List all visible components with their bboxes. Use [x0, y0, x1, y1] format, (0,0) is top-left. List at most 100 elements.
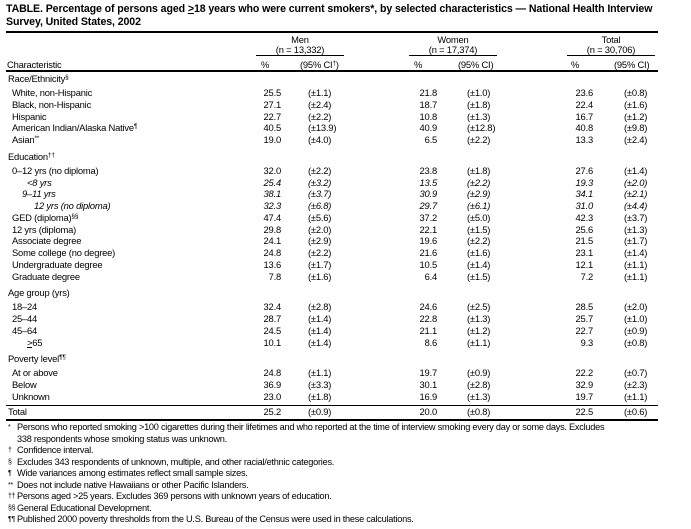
- table-row: Undergraduate degree 13.6 (±1.7) 10.5 (±1.4)…: [0, 259, 691, 270]
- women-ci: (±1.3): [467, 390, 491, 402]
- women-ci: (±1.0): [467, 87, 491, 98]
- row-label: Unknown: [12, 391, 50, 402]
- ci-close: ): [335, 59, 339, 70]
- total-underline: [567, 55, 655, 56]
- women-percent: 22.8: [419, 313, 438, 324]
- total-percent: 22.2: [575, 367, 594, 379]
- women-ci-header: (95% CI): [458, 59, 494, 70]
- row-label: Graduate degree: [12, 271, 80, 282]
- men-percent: 29.8: [263, 223, 282, 235]
- characteristic-header: Characteristic: [7, 59, 62, 70]
- men-ci: (±3.3): [308, 379, 332, 390]
- total-percent: 25.7: [575, 313, 594, 324]
- men-ci: (±3.7): [308, 188, 332, 200]
- total-percent: 27.6: [575, 164, 594, 176]
- men-percent: 38.1: [263, 188, 282, 200]
- total-percent: 22.4: [575, 98, 594, 110]
- footnote: § Excludes 343 respondents of unknown, mu…: [8, 457, 334, 468]
- total-percent: 32.9: [575, 379, 594, 390]
- footnote-mark: ¶¶: [8, 516, 16, 523]
- total-pct-header: %: [571, 59, 580, 70]
- men-ci: (±2.2): [308, 247, 332, 258]
- men-percent: 32.0: [263, 164, 282, 176]
- men-ci: (±1.4): [308, 324, 332, 336]
- men-percent: 24.1: [263, 235, 282, 247]
- total-ci: (±4.4): [624, 200, 648, 211]
- men-pct-header: %: [261, 59, 270, 70]
- total-percent: 7.2: [580, 270, 594, 282]
- men-ci: (±4.0): [308, 134, 332, 145]
- women-percent: 20.0: [419, 405, 438, 417]
- table-row: White, non-Hispanic 25.5 (±1.1) 21.8 (±1.0) 2…: [0, 87, 691, 98]
- men-percent: 24.8: [263, 367, 282, 379]
- men-ci: (±2.2): [308, 164, 332, 176]
- women-ci: (±1.5): [467, 223, 491, 235]
- table-title: TABLE. Percentage of persons aged >18 ye…: [6, 3, 688, 28]
- footnote-mark: †: [8, 447, 12, 454]
- row-label-text: Age group (yrs): [8, 287, 70, 299]
- men-percent: 24.5: [263, 324, 282, 336]
- women-percent: 37.2: [419, 211, 438, 223]
- women-ci: (±2.9): [467, 188, 491, 200]
- table-row: Below 36.9 (±3.3) 30.1 (±2.8) 32.9 (±2.3): [0, 379, 691, 390]
- row-label-text: <8 yrs: [27, 176, 52, 188]
- row-label-text: 0–12 yrs (no diploma): [12, 164, 99, 176]
- row-label: Total: [8, 406, 27, 417]
- men-ci: (±1.1): [308, 367, 332, 379]
- row-label: Below: [12, 379, 37, 390]
- total-percent: 13.3: [575, 134, 594, 145]
- women-percent: 19.6: [419, 235, 438, 247]
- women-ci: (±12.8): [467, 122, 496, 134]
- table-row: 0–12 yrs (no diploma) 32.0 (±2.2) 23.8 (±1.8…: [0, 165, 691, 176]
- footnote: ¶¶ Published 2000 poverty thresholds from…: [8, 514, 414, 525]
- row-label-text: At or above: [12, 367, 58, 379]
- footnote-text: 338 respondents whose smoking status was…: [17, 433, 227, 444]
- row-label-text: Hispanic: [12, 110, 47, 122]
- women-ci: (±2.2): [467, 134, 491, 145]
- total-percent: 22.5: [575, 405, 594, 417]
- men-n: (n = 13,332): [275, 44, 325, 55]
- section-header: Age group (yrs): [0, 287, 691, 298]
- women-ci: (±2.2): [467, 235, 491, 247]
- row-label: Associate degree: [12, 235, 81, 246]
- women-ci: (±1.1): [467, 336, 491, 348]
- row-label-text: 18–24: [12, 301, 38, 313]
- footnote-mark: §: [65, 74, 69, 81]
- row-label: Undergraduate degree: [12, 259, 103, 270]
- women-ci: (±1.6): [467, 247, 491, 258]
- footnote-mark: §: [8, 458, 12, 466]
- women-ci: (±0.9): [467, 367, 491, 379]
- row-label-text: Education: [8, 150, 48, 162]
- row-label-text: Asian: [12, 134, 35, 145]
- women-ci: (±6.1): [467, 200, 491, 211]
- women-ci: (±2.2): [467, 176, 491, 188]
- women-ci: (±2.8): [467, 379, 491, 390]
- women-percent: 6.4: [424, 270, 438, 282]
- men-ci: (±1.4): [308, 336, 332, 348]
- total-ci: (±9.8): [624, 122, 648, 134]
- footnote-text: General Educational Development.: [17, 502, 152, 513]
- ge-underline: [27, 346, 32, 348]
- footnote: † Confidence interval.: [8, 445, 93, 456]
- row-label: Age group (yrs): [8, 287, 70, 298]
- row-label: At or above: [12, 367, 58, 378]
- total-percent: 40.8: [575, 122, 594, 134]
- women-percent: 30.1: [419, 379, 438, 390]
- men-underline: [256, 55, 344, 56]
- women-percent: 30.9: [419, 188, 438, 200]
- ci-label: (95% CI: [300, 59, 333, 70]
- total-ci: (±0.7): [624, 367, 648, 379]
- total-percent: 28.5: [575, 301, 594, 313]
- row-label: 25–44: [12, 313, 37, 324]
- women-ci: (±1.3): [467, 313, 491, 324]
- women-percent: 29.7: [419, 200, 438, 211]
- table-row: Unknown 23.0 (±1.8) 16.9 (±1.3) 19.7 (±1.1): [0, 391, 691, 402]
- men-percent: 40.5: [263, 122, 282, 134]
- total-ci: (±0.9): [624, 324, 648, 336]
- women-ci: (±1.3): [467, 110, 491, 122]
- section-header: Education††: [0, 151, 691, 162]
- women-percent: 18.7: [419, 98, 438, 110]
- row-label-text: Total: [8, 405, 27, 417]
- top-rule: [6, 31, 658, 33]
- total-ci: (±2.0): [624, 301, 648, 313]
